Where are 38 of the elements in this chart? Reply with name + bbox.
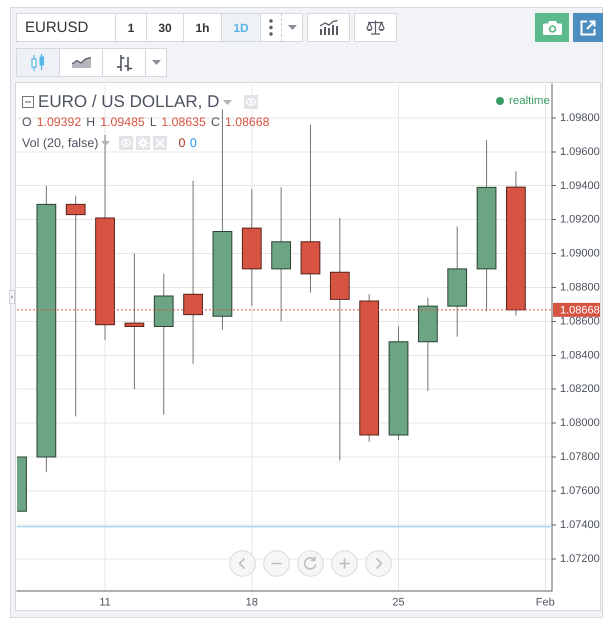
more-button[interactable] (260, 13, 282, 42)
ref-line-label: 1.08668 (560, 304, 600, 316)
y-tick-label: 1.09200 (560, 214, 600, 226)
x-tick-label: 18 (246, 596, 258, 609)
dropdown-button[interactable] (145, 48, 167, 77)
x-tick-label: 11 (99, 596, 111, 609)
dropdown-button[interactable] (281, 13, 303, 42)
y-tick-label: 1.08800 (560, 282, 600, 294)
y-tick-label: 1.08200 (560, 383, 600, 396)
y-tick-label: 1.09000 (560, 248, 600, 260)
camera-button[interactable] (535, 13, 569, 42)
x-tick-label: 25 (392, 596, 405, 609)
interval-button[interactable]: 1h (183, 13, 222, 42)
annotation: 0 0 (178, 136, 197, 150)
bar-chart-button[interactable] (102, 48, 146, 77)
y-tick-label: 1.09800 (560, 112, 600, 124)
annotation: O 1.09392 H 1.09485 L 1.08635 C 1.08668 (22, 115, 270, 129)
area-chart-button[interactable] (59, 48, 103, 77)
y-tick-label: 1.09400 (560, 180, 600, 192)
indicators-button[interactable] (307, 13, 350, 42)
y-tick-label: 1.08000 (560, 417, 600, 430)
y-tick-label: 1.08600 (560, 315, 600, 328)
symbol-field[interactable]: EURUSD (16, 13, 116, 42)
annotation: Vol (20, false) (22, 135, 98, 151)
candlestick-button[interactable] (16, 48, 60, 77)
text: EURO / US DOLLAR, D (38, 92, 220, 112)
interval-button[interactable]: 1 (115, 13, 147, 42)
y-tick-label: 1.07600 (560, 484, 600, 497)
external-link-button[interactable] (573, 13, 603, 42)
y-tick-label: 1.07200 (560, 552, 600, 565)
y-tick-label: 1.07800 (560, 451, 600, 464)
scale-button[interactable] (354, 13, 397, 42)
x-tick-label: Feb (536, 596, 555, 609)
y-tick-label: 1.07400 (560, 518, 600, 531)
y-tick-label: 1.09600 (560, 146, 600, 158)
y-tick-label: 1.08400 (560, 349, 600, 362)
interval-button[interactable]: 30 (146, 13, 184, 42)
annotation: realtime (509, 94, 550, 109)
